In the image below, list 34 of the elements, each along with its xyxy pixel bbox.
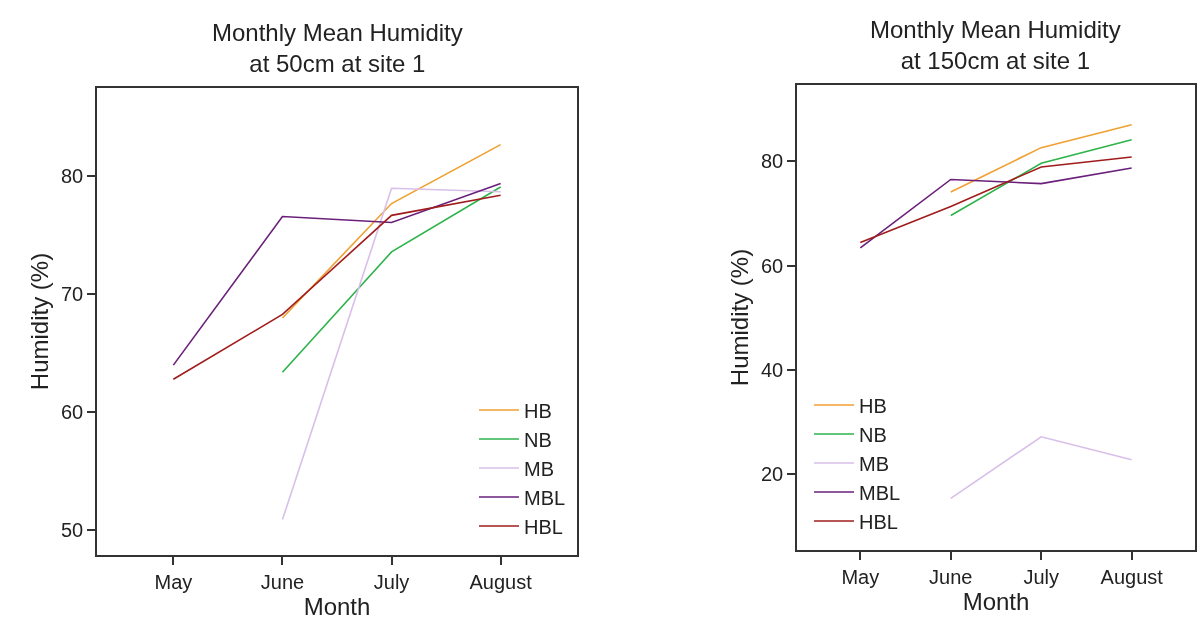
y-tick-label: 40	[761, 358, 784, 381]
chart-title: Monthly Mean Humidity at 150cm at site 1	[870, 16, 1121, 75]
line-series	[859, 167, 1133, 249]
line-series	[859, 156, 1133, 244]
x-axis-title: Month	[303, 592, 371, 620]
legend-label: NB	[523, 428, 552, 451]
chart-title: Monthly Mean Humidity at 50cm at site 1	[212, 19, 463, 78]
x-tick-label: August	[1100, 565, 1164, 588]
x-axis-title: Month	[962, 587, 1030, 615]
x-tick-label: May	[154, 570, 193, 593]
legend-label: MB	[523, 457, 554, 480]
legend-label: NB	[859, 423, 887, 446]
y-tick-label: 60	[761, 254, 784, 277]
legend-label: MB	[859, 452, 890, 475]
x-tick-label: July	[373, 570, 410, 593]
y-axis-title: Humidity (%)	[25, 252, 53, 391]
legend-label: MBL	[859, 481, 901, 504]
y-tick-label: 50	[61, 519, 84, 542]
y-tick-label: 80	[61, 165, 84, 188]
y-tick-label: 20	[761, 463, 784, 486]
legend-label: HB	[859, 394, 887, 417]
x-tick-label: June	[260, 570, 305, 593]
legend-label: HB	[523, 399, 552, 422]
x-tick-label: August	[469, 570, 533, 593]
x-tick-label: June	[929, 565, 973, 588]
legend-label: HBL	[523, 515, 563, 538]
y-axis-title: Humidity (%)	[725, 248, 753, 387]
y-tick-label: 70	[61, 283, 84, 306]
legend-label: HBL	[859, 510, 898, 533]
legend-label: MBL	[523, 486, 566, 509]
x-tick-label: July	[1023, 565, 1060, 588]
x-tick-label: May	[841, 565, 880, 588]
y-tick-label: 80	[761, 150, 784, 173]
y-tick-label: 60	[61, 401, 84, 424]
